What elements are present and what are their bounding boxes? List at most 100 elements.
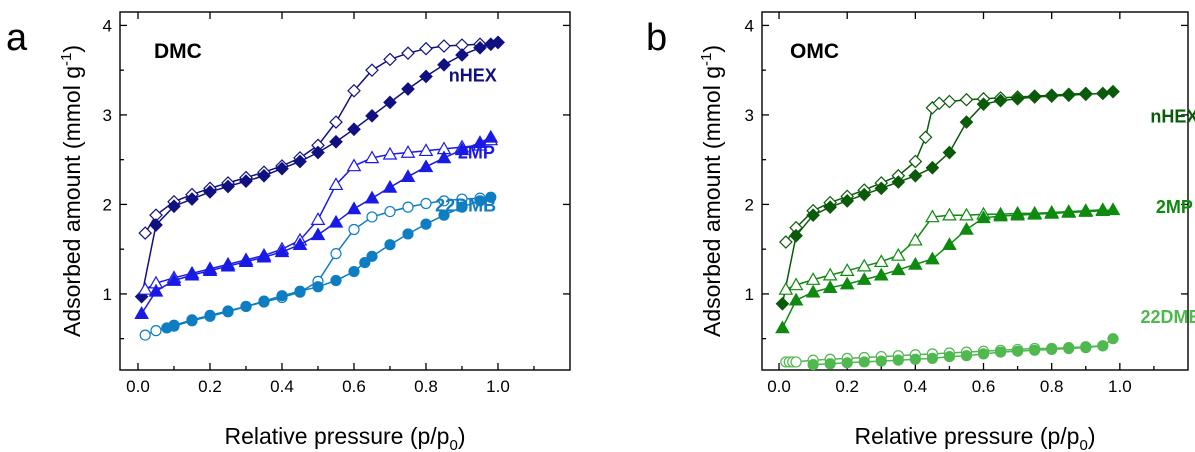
- adsorption-point: [420, 218, 432, 230]
- desorption-point: [383, 52, 397, 67]
- desorption-point: [918, 130, 933, 145]
- desorption-point: [328, 177, 344, 191]
- adsorption-point: [292, 237, 308, 251]
- series-label: 2MP: [458, 143, 495, 163]
- adsorption-point: [775, 296, 790, 311]
- x-tick-label: 0.8: [414, 377, 438, 396]
- adsorption-point: [1029, 344, 1041, 356]
- adsorption-point: [240, 300, 252, 313]
- desorption-point: [330, 248, 342, 260]
- adsorption-point: [438, 209, 450, 221]
- adsorption-point: [1027, 90, 1042, 104]
- adsorption-point: [472, 135, 488, 148]
- adsorption-point: [186, 315, 198, 327]
- adsorption-point: [976, 210, 991, 224]
- desorption-point: [873, 254, 889, 268]
- adsorption-point: [1107, 333, 1119, 345]
- plot-frame: [119, 11, 571, 371]
- adsorption-point: [909, 353, 921, 365]
- adsorption-point: [856, 272, 872, 285]
- adsorption-point: [789, 228, 803, 243]
- adsorption-point: [1063, 342, 1075, 355]
- adsorption-point: [823, 200, 838, 214]
- desorption-point: [942, 94, 957, 109]
- y-axis-label-close: ): [699, 45, 725, 53]
- adsorption-point: [875, 355, 887, 367]
- adsorption-point: [258, 295, 270, 307]
- adsorption-point: [473, 40, 487, 55]
- series-label: nHEX: [449, 66, 497, 86]
- desorption-point: [420, 197, 432, 210]
- adsorption-point: [1097, 340, 1109, 352]
- adsorption-point: [276, 290, 288, 302]
- adsorption-point: [960, 350, 973, 362]
- y-axis-label: Adsorbed amount (mmol g-1): [698, 45, 725, 337]
- adsorption-point: [167, 199, 181, 214]
- adsorption-point: [925, 160, 940, 175]
- adsorption-point: [993, 208, 1008, 222]
- x-axis-label-main: Relative pressure (p/p: [224, 423, 449, 449]
- desorption-point: [310, 212, 326, 225]
- x-tick-label: 0.6: [342, 377, 366, 396]
- desorption-point: [779, 235, 793, 249]
- adsorption-point: [1027, 206, 1042, 220]
- adsorption-point: [166, 272, 182, 286]
- adsorption-point: [348, 265, 360, 278]
- adsorption-point: [310, 227, 326, 241]
- desorption-point: [364, 150, 380, 164]
- adsorption-point: [1105, 202, 1121, 216]
- desorption-point: [908, 232, 923, 246]
- adsorption-point: [455, 48, 469, 62]
- adsorption-point: [221, 179, 235, 194]
- desorption-point: [890, 247, 906, 261]
- adsorption-point: [149, 218, 163, 232]
- series-label: nHEX: [1150, 107, 1195, 127]
- adsorption-point: [437, 57, 451, 72]
- desorption-point: [942, 207, 957, 221]
- adsorption-point: [1080, 342, 1092, 354]
- adsorption-point: [400, 169, 416, 183]
- y-tick-label: 2: [103, 195, 112, 214]
- desorption-point: [778, 281, 794, 295]
- adsorption-point: [874, 181, 889, 196]
- adsorption-point: [202, 263, 218, 276]
- x-tick-label: 0.8: [1040, 377, 1064, 396]
- desorption-point: [401, 46, 415, 61]
- adsorption-point: [892, 354, 904, 366]
- y-tick-label: 4: [745, 16, 754, 35]
- y-axis-label-superscript: -1: [58, 53, 75, 66]
- adsorption-point: [294, 285, 306, 297]
- desorption-point: [856, 258, 872, 272]
- desorption-point: [402, 201, 414, 213]
- adsorption-point: [454, 142, 470, 156]
- adsorption-point: [418, 159, 434, 173]
- y-axis-label-main: Adsorbed amount (mmol g: [699, 66, 725, 337]
- chart-title: OMC: [790, 40, 839, 63]
- adsorption-point: [1044, 205, 1060, 219]
- adsorption-point: [328, 214, 344, 228]
- desorption-line: [144, 197, 481, 336]
- series-nhex: nHEX: [775, 84, 1195, 311]
- panel-b: 0.0 0.2 0.4 0.6 0.8 1.0 1 2 3 4 Relative pressure …: [646, 11, 1195, 452]
- adsorption-point: [891, 175, 906, 189]
- desorption-point: [925, 209, 940, 223]
- adsorption-point: [822, 280, 838, 293]
- adsorption-point: [347, 122, 361, 137]
- adsorption-point: [256, 249, 272, 263]
- adsorption-point: [873, 267, 889, 281]
- desorption-point: [347, 83, 361, 98]
- adsorption-point: [346, 201, 362, 215]
- x-tick-label: 0.0: [767, 377, 791, 396]
- adsorption-point: [359, 257, 371, 269]
- adsorption-point: [1046, 343, 1058, 356]
- adsorption-point: [959, 221, 974, 235]
- series-2mp: 2MP: [775, 197, 1193, 334]
- series-nhex: nHEX: [134, 35, 505, 304]
- desorption-point: [400, 145, 416, 158]
- adsorption-point: [1010, 207, 1025, 221]
- adsorption-point: [857, 187, 872, 202]
- adsorption-point: [1010, 91, 1025, 106]
- adsorption-point: [456, 201, 468, 213]
- adsorption-point: [976, 97, 991, 112]
